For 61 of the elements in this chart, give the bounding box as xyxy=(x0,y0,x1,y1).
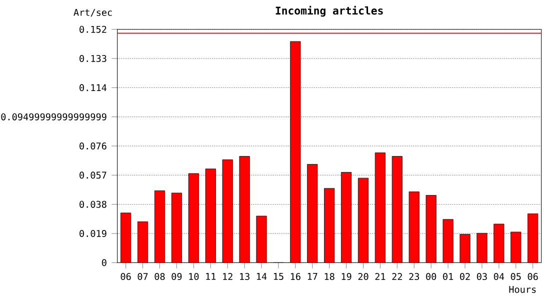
bar xyxy=(171,192,182,263)
bar xyxy=(341,172,352,263)
x-tick-label: 21 xyxy=(375,273,386,280)
x-tick-label: 13 xyxy=(240,273,250,280)
bar xyxy=(476,232,488,263)
x-tick-label: 04 xyxy=(494,273,504,280)
x-tick-label: 09 xyxy=(172,273,182,280)
bar xyxy=(426,195,436,263)
x-tick-label: 01 xyxy=(443,273,454,280)
y-axis-title: Art/sec xyxy=(74,9,112,17)
bar xyxy=(324,188,335,263)
y-tick-label: 0.114 xyxy=(80,84,107,92)
x-tick-label: 02 xyxy=(460,273,470,280)
x-tick-label: 16 xyxy=(290,273,300,280)
x-tick-label: 12 xyxy=(223,273,232,280)
y-tick-label: 0.038 xyxy=(80,200,106,208)
x-tick-label: 17 xyxy=(308,273,318,280)
y-tick-label: 0.133 xyxy=(80,54,106,62)
x-tick-label: 15 xyxy=(274,273,284,280)
bar xyxy=(138,222,148,263)
x-tick-label: 00 xyxy=(426,273,436,280)
x-tick-label: 23 xyxy=(409,273,420,280)
bar xyxy=(205,168,216,263)
bar xyxy=(222,159,233,263)
x-tick-label: 03 xyxy=(476,273,487,280)
chart-title: Incoming articles xyxy=(276,6,383,17)
bar xyxy=(494,224,504,263)
x-tick-label: 20 xyxy=(358,273,368,280)
bar xyxy=(239,156,250,263)
bar xyxy=(374,152,386,263)
bar xyxy=(290,41,301,263)
bar xyxy=(392,156,402,263)
y-tick-label: 0.019 xyxy=(80,230,106,238)
bar xyxy=(154,190,166,263)
x-tick-label: 07 xyxy=(138,273,148,280)
bar xyxy=(408,192,420,263)
y-tick-label: 0.09499999999999999 xyxy=(1,113,106,120)
bar xyxy=(358,178,369,263)
y-tick-label: 0.057 xyxy=(80,172,106,179)
bar xyxy=(442,219,454,263)
y-tick-label: 0.076 xyxy=(80,142,106,150)
x-tick-label: 19 xyxy=(342,273,352,280)
x-tick-label: 22 xyxy=(392,273,402,280)
y-tick-label: 0.152 xyxy=(80,26,106,33)
bar xyxy=(120,212,132,263)
bar xyxy=(510,232,522,263)
bar xyxy=(256,216,267,263)
bar xyxy=(307,164,318,263)
x-tick-label: 10 xyxy=(189,273,199,280)
bar xyxy=(528,214,538,263)
x-tick-label: 05 xyxy=(510,273,521,280)
x-tick-label: 18 xyxy=(324,273,334,280)
bar xyxy=(188,173,199,263)
x-tick-label: 08 xyxy=(154,273,165,280)
y-tick-label: 0 xyxy=(102,259,106,266)
bar xyxy=(460,234,470,263)
x-axis-title: Hours xyxy=(509,286,536,293)
x-tick-label: 06 xyxy=(120,273,131,280)
x-tick-label: 11 xyxy=(206,273,216,280)
x-tick-label: 06 xyxy=(528,273,538,280)
x-tick-label: 14 xyxy=(257,273,267,280)
